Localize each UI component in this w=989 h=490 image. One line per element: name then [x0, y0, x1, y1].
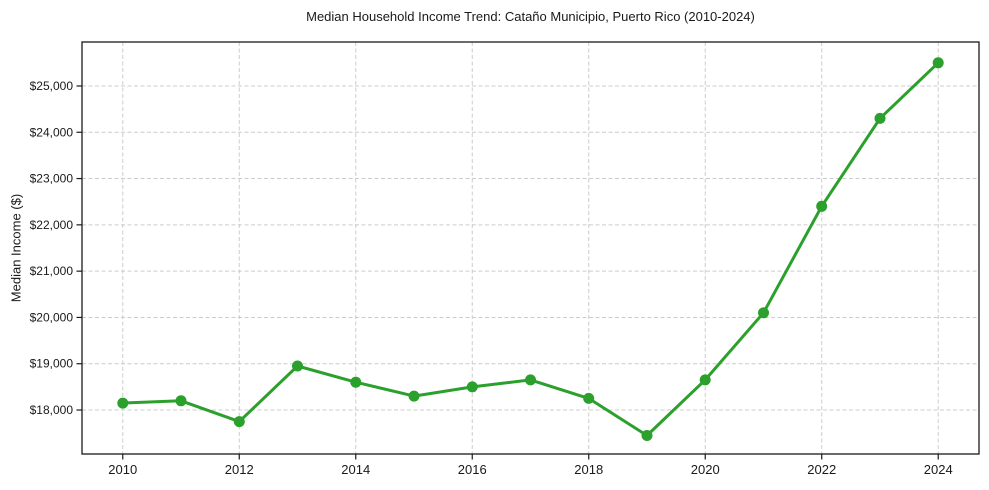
x-tick-label: 2016 — [458, 462, 487, 477]
data-point-2022 — [816, 200, 828, 212]
x-tick-label: 2010 — [108, 462, 137, 477]
x-tick-label: 2012 — [225, 462, 254, 477]
x-tick-label: 2014 — [341, 462, 370, 477]
y-tick-label: $22,000 — [30, 218, 74, 232]
y-tick-label: $18,000 — [30, 403, 74, 417]
x-tick-label: 2018 — [574, 462, 603, 477]
chart-title: Median Household Income Trend: Cataño Mu… — [306, 9, 755, 24]
y-tick-label: $25,000 — [30, 79, 74, 93]
data-point-2012 — [233, 416, 245, 428]
data-point-2014 — [350, 376, 362, 388]
data-point-2011 — [175, 395, 187, 407]
y-tick-label: $19,000 — [30, 357, 74, 371]
data-point-2016 — [466, 381, 478, 393]
x-tick-label: 2024 — [924, 462, 953, 477]
data-point-2020 — [699, 374, 711, 386]
y-tick-label: $20,000 — [30, 310, 74, 324]
data-point-2023 — [874, 112, 886, 124]
data-point-2017 — [525, 374, 536, 386]
x-tick-label: 2022 — [807, 462, 836, 477]
plot-border — [81, 41, 980, 455]
y-tick-label: $21,000 — [30, 264, 74, 278]
x-tick-label: 2020 — [691, 462, 720, 477]
data-point-2018 — [583, 392, 595, 404]
data-point-2021 — [758, 307, 769, 319]
y-tick-label: $24,000 — [30, 125, 74, 139]
data-point-2019 — [641, 430, 653, 441]
data-point-2024 — [932, 57, 944, 69]
y-tick-label: $23,000 — [30, 172, 74, 186]
data-point-2015 — [408, 390, 420, 402]
data-point-2010 — [117, 397, 129, 409]
data-point-2013 — [292, 360, 303, 372]
